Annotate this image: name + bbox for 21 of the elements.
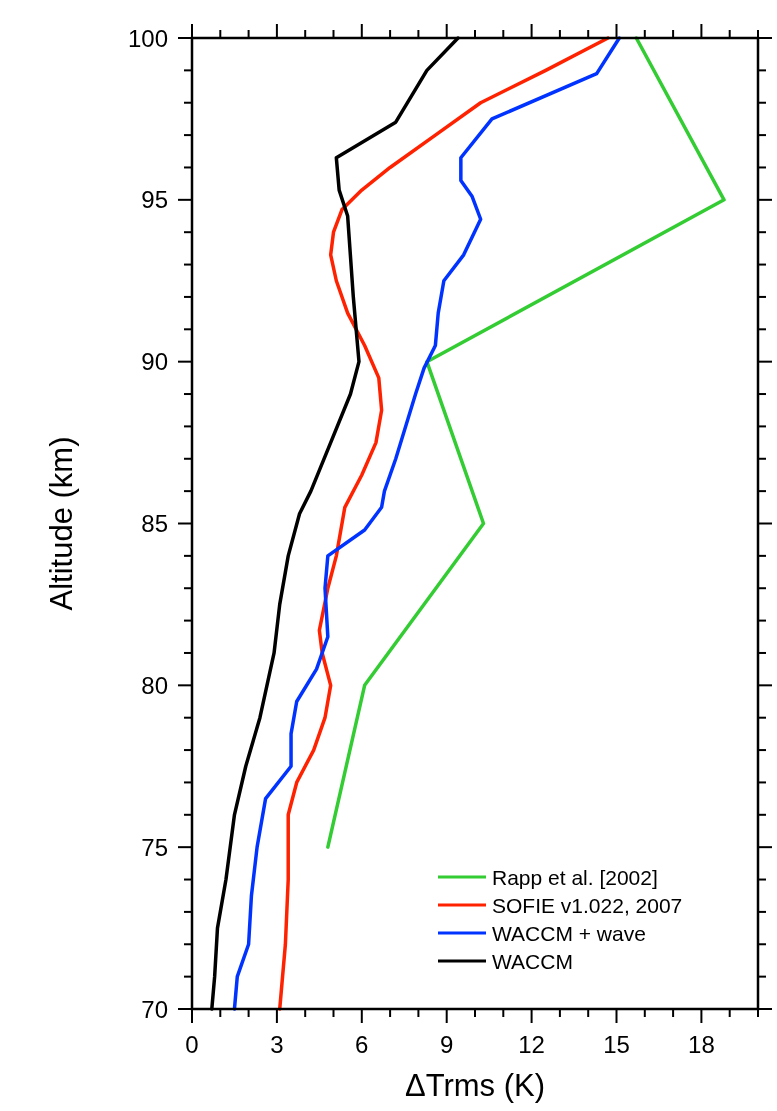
legend-label: SOFIE v1.022, 2007: [492, 893, 683, 917]
y-tick-label: 90: [141, 348, 168, 376]
line-series: [326, 36, 726, 849]
legend-label: Rapp et al. [2002]: [492, 865, 658, 889]
x-axis-title: ΔTrms (K): [404, 1068, 546, 1103]
x-tick-label: 18: [688, 1031, 715, 1058]
y-tick-label: 80: [141, 671, 168, 699]
x-tick-label: 3: [270, 1031, 284, 1058]
y-tick-label: 70: [141, 995, 168, 1023]
x-tick-label: 0: [185, 1031, 199, 1058]
y-tick-label: 95: [141, 186, 168, 214]
y-axis-title: Altitude (km): [44, 436, 79, 611]
legend-label: WACCM + wave: [492, 921, 646, 945]
x-tick-label: 12: [518, 1031, 545, 1058]
y-tick-label: 100: [127, 24, 168, 52]
x-tick-label: 9: [440, 1031, 454, 1058]
x-tick-label: 15: [603, 1031, 630, 1058]
y-tick-label: 75: [141, 833, 168, 861]
legend-label: WACCM: [492, 949, 573, 973]
x-tick-label: 6: [355, 1031, 369, 1058]
y-tick-label: 85: [141, 510, 168, 537]
